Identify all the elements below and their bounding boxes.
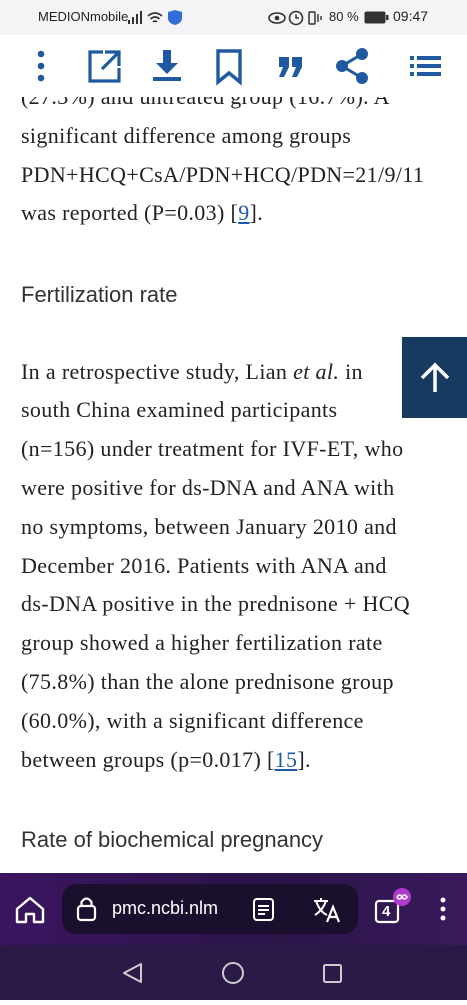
text-line: were positive for ds-DNA and ANA with — [21, 469, 394, 508]
back-to-top-button[interactable] — [402, 337, 467, 418]
text-segment: ]. — [249, 200, 264, 226]
text-line: between groups (p=0.017) [15]. — [21, 741, 311, 780]
cite-button[interactable] — [279, 57, 302, 77]
italic-text: et al. — [293, 358, 340, 384]
text-segment: no symptoms, between January 2010 and — [21, 513, 397, 539]
browser-menu-button[interactable] — [436, 895, 450, 925]
clock: 09:47 — [393, 8, 429, 24]
nav-buttons — [123, 962, 342, 984]
text-line: no symptoms, between January 2010 and — [21, 508, 397, 547]
share-button[interactable] — [336, 48, 368, 84]
open-external-button[interactable] — [88, 50, 121, 83]
back-button[interactable] — [123, 963, 142, 983]
url-bar[interactable]: pmc.ncbi.nlm — [62, 884, 358, 934]
text-line: In a retrospective study, Lian et al. in — [21, 353, 363, 392]
recents-button[interactable] — [323, 964, 342, 983]
text-segment: December 2016. Patients with ANA and — [21, 552, 387, 578]
text-segment: group showed a higher fertilization rate — [21, 630, 383, 656]
text-segment: were positive for ds-DNA and ANA with — [21, 475, 395, 500]
text-line: was reported (P=0.03) [9]. — [21, 194, 263, 233]
bookmark-button[interactable] — [216, 49, 242, 86]
text-segment: ]. — [297, 746, 311, 772]
home-nav-button[interactable] — [222, 962, 244, 984]
status-icons-right — [268, 10, 322, 26]
text-line: ds-DNA positive in the prednisone + HCQ — [21, 585, 410, 624]
text-line: December 2016. Patients with ANA and — [21, 547, 387, 586]
battery-icon — [364, 11, 389, 24]
system-nav-bar — [0, 945, 467, 1000]
tabs-button[interactable] — [372, 885, 416, 929]
text-segment: PDN+HCQ+CsA/PDN+HCQ/PDN=21/9/11 — [21, 161, 425, 187]
text-segment: significant difference among groups — [21, 122, 352, 148]
section-heading: Rate of biochemical pregnancy — [21, 827, 324, 852]
carrier: MEDIONmobile — [38, 9, 129, 24]
text-segment: In a retrospective study, Lian — [21, 358, 294, 384]
text-line: (60.0%), with a significant difference — [21, 702, 364, 741]
text-segment: (n=156) under treatment for IVF-ET, who — [21, 436, 404, 462]
download-button[interactable] — [153, 50, 181, 81]
text-line: (n=156) under treatment for IVF-ET, who — [21, 430, 403, 469]
lock-icon — [76, 897, 97, 922]
article-content: Fertilization rate Rate of biochemical p… — [21, 84, 424, 852]
menu-button[interactable] — [37, 50, 45, 82]
status-icons — [128, 10, 182, 25]
text-line: south China examined participants — [21, 391, 337, 430]
url-text: pmc.ncbi.nlm — [112, 898, 219, 918]
text-segment: was reported (P=0.03) [ — [21, 200, 239, 226]
text-segment: south China examined participants — [21, 397, 338, 423]
reference-link[interactable]: 9 — [238, 200, 250, 226]
translate-icon[interactable] — [312, 896, 342, 924]
text-line: significant difference among groups — [21, 117, 351, 156]
article-toolbar — [0, 35, 467, 97]
section-heading: Fertilization rate — [21, 282, 178, 307]
tab-count: 4 — [382, 903, 391, 920]
status-bar: MEDIONmobile 80 % 09:47 — [0, 0, 467, 35]
text-line: group showed a higher fertilization rate — [21, 624, 383, 663]
browser-bar: pmc.ncbi.nlm 4 — [0, 873, 467, 945]
text-segment: (75.8%) than the alone prednisone group — [21, 669, 394, 694]
text-segment: ds-DNA positive in the prednisone + HCQ — [21, 591, 411, 617]
arrow-up-icon — [420, 362, 450, 392]
battery-percent: 80 % — [329, 9, 359, 24]
toolbar-icons — [37, 48, 441, 86]
text-line: PDN+HCQ+CsA/PDN+HCQ/PDN=21/9/11 — [21, 156, 424, 195]
text-segment: (60.0%), with a significant difference — [21, 707, 364, 733]
text-segment: between groups (p=0.017) [ — [21, 746, 275, 772]
outline-button[interactable] — [410, 56, 441, 76]
home-button[interactable] — [14, 895, 46, 925]
text-segment: in — [339, 358, 363, 384]
reader-icon[interactable] — [252, 897, 276, 923]
reference-link[interactable]: 15 — [274, 746, 298, 772]
text-line: (75.8%) than the alone prednisone group — [21, 663, 394, 702]
